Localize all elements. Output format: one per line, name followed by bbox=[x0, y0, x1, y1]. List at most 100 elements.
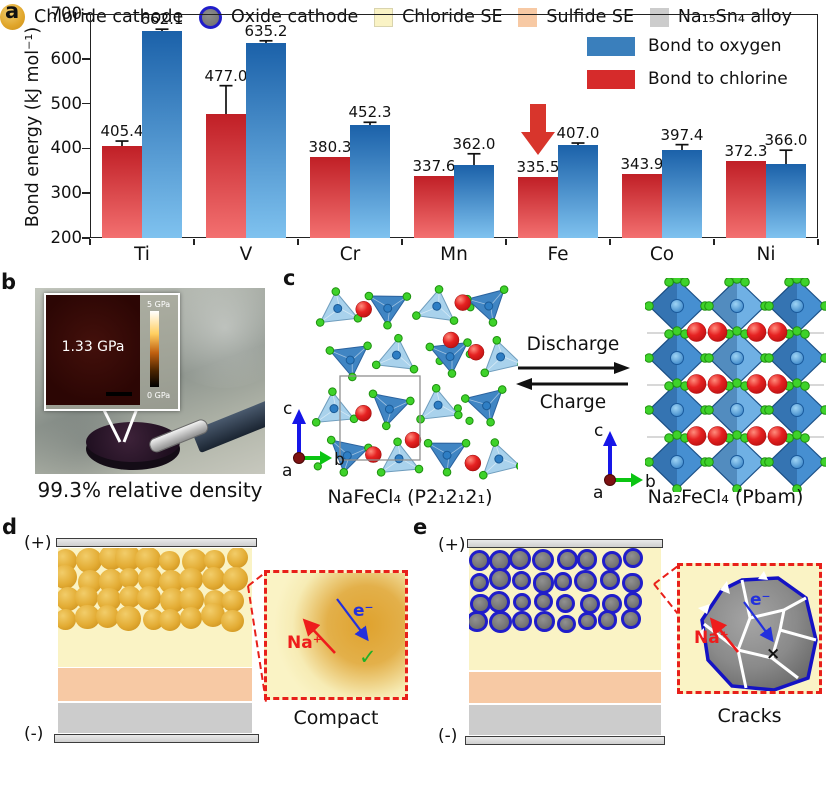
spike bbox=[698, 604, 710, 614]
na-atom bbox=[365, 446, 382, 463]
y-tick-label: 200 bbox=[50, 228, 83, 247]
bar bbox=[414, 176, 454, 238]
fe-atom bbox=[790, 351, 804, 365]
figure-legend: Chloride cathode Oxide cathode Chloride … bbox=[0, 0, 792, 34]
value-label: 635.2 bbox=[244, 21, 288, 40]
negative-terminal-e: (-) bbox=[438, 726, 458, 746]
panel-label-a: a bbox=[5, 0, 20, 23]
fecl4-tetrahedron bbox=[364, 291, 412, 330]
chloride-cathode-swatch bbox=[0, 4, 25, 30]
x-tick bbox=[713, 239, 715, 245]
na2fecl4-label: Na₂FeCl₄ (Pbam) bbox=[647, 486, 804, 508]
oxide-particle bbox=[601, 550, 623, 572]
fecl4-tetrahedron bbox=[325, 341, 372, 382]
legend-item-sulfide-se: Sulfide SE bbox=[518, 7, 634, 27]
chloride-se-swatch bbox=[374, 7, 394, 27]
fecl6-octahedron bbox=[764, 326, 826, 390]
oxide-particle bbox=[488, 590, 511, 613]
na-atom bbox=[686, 426, 707, 446]
na-atom bbox=[746, 322, 767, 342]
tweezers-handle bbox=[191, 382, 265, 454]
chloride-particle bbox=[75, 605, 100, 630]
chloride-particle bbox=[226, 548, 249, 569]
fecl6-octahedron bbox=[764, 278, 826, 338]
chloride-particle bbox=[58, 587, 80, 612]
fecl4-tetrahedron bbox=[460, 385, 507, 427]
chloride-particle bbox=[142, 608, 164, 630]
fecl6-octahedron bbox=[764, 430, 826, 492]
value-label: 337.6 bbox=[412, 157, 456, 176]
y-tick bbox=[82, 102, 90, 105]
fe-atom bbox=[670, 351, 684, 365]
oxide-particle bbox=[622, 548, 644, 569]
bar bbox=[766, 163, 806, 238]
fecl6-octahedron bbox=[704, 278, 770, 338]
discharge-label: Discharge bbox=[526, 334, 620, 355]
oxide-particle bbox=[555, 593, 575, 613]
oxide-particle bbox=[553, 572, 573, 591]
oxide-particle bbox=[579, 593, 600, 614]
axis-gizmo-left: c b a bbox=[282, 399, 345, 478]
y-tick-label: 500 bbox=[50, 93, 83, 113]
na2fecl4-structure bbox=[645, 278, 826, 492]
value-label: 343.9 bbox=[620, 154, 664, 173]
pellet-photo: 1.33 GPa 5 GPa 0 GPa bbox=[35, 288, 265, 474]
chloride-particle bbox=[118, 586, 141, 609]
oxide-particle bbox=[621, 608, 642, 629]
electron-arrow bbox=[743, 601, 774, 643]
legend-swatch bbox=[587, 69, 635, 89]
legend-item-chloride-se: Chloride SE bbox=[374, 7, 503, 27]
category-label: Cr bbox=[339, 244, 361, 265]
chloride-particle bbox=[179, 568, 203, 592]
legend-item-alloy: Na₁₅Sn₄ alloy bbox=[649, 7, 792, 27]
category-label: V bbox=[239, 244, 253, 265]
legend-label: Chloride SE bbox=[402, 7, 503, 27]
oxide-particle bbox=[532, 572, 555, 595]
y-tick bbox=[82, 147, 90, 150]
fecl4-tetrahedron bbox=[311, 387, 359, 427]
positive-terminal-d: (+) bbox=[24, 533, 52, 553]
cracks-caption: Cracks bbox=[717, 705, 782, 727]
colorbar-min: 0 GPa bbox=[147, 391, 171, 400]
fecl4-tetrahedron bbox=[371, 333, 419, 374]
na-ion-label-d: Na⁺ bbox=[287, 633, 322, 653]
na-atom bbox=[686, 374, 707, 394]
oxide-particle bbox=[512, 592, 532, 612]
electron-label-d: e⁻ bbox=[353, 601, 374, 621]
na-ion-arrow bbox=[709, 617, 740, 653]
oxide-particle bbox=[533, 611, 555, 633]
chloride-particle bbox=[58, 564, 77, 590]
chloride-particle bbox=[158, 608, 182, 632]
charge-label: Charge bbox=[539, 392, 607, 413]
value-label: 335.5 bbox=[516, 158, 560, 177]
chloride-particle bbox=[136, 585, 162, 610]
nafecl4-label: NaFeCl₄ (P2₁2₁2₁) bbox=[327, 486, 493, 508]
chloride-particle bbox=[158, 550, 180, 572]
na-atom bbox=[707, 426, 728, 446]
fecl6-octahedron bbox=[704, 430, 770, 492]
oxide-particle bbox=[623, 592, 643, 611]
y-tick-label: 400 bbox=[50, 138, 83, 158]
oxide-particle bbox=[600, 570, 621, 591]
bar bbox=[142, 30, 182, 238]
y-tick bbox=[82, 13, 90, 15]
chloride-particle bbox=[115, 548, 141, 571]
fe-atom bbox=[670, 299, 684, 313]
chloride-particle bbox=[135, 548, 161, 572]
colorbar-max: 5 GPa bbox=[147, 300, 171, 309]
oxide-particle bbox=[469, 550, 490, 572]
chloride-particle bbox=[180, 606, 203, 629]
nafecl4-structure bbox=[311, 285, 518, 480]
fe-atom bbox=[670, 403, 684, 417]
fecl6-octahedron bbox=[645, 430, 710, 492]
oxide-particle bbox=[489, 568, 512, 590]
bar bbox=[662, 149, 702, 238]
b-axis-label: b bbox=[334, 450, 345, 470]
bar bbox=[518, 177, 558, 238]
chloride-particle bbox=[116, 606, 141, 631]
na-atom bbox=[707, 322, 728, 342]
chloride-particle bbox=[222, 589, 244, 612]
value-label: 397.4 bbox=[660, 125, 704, 144]
a-axis-dot bbox=[604, 474, 616, 486]
value-label: 452.3 bbox=[348, 103, 392, 122]
